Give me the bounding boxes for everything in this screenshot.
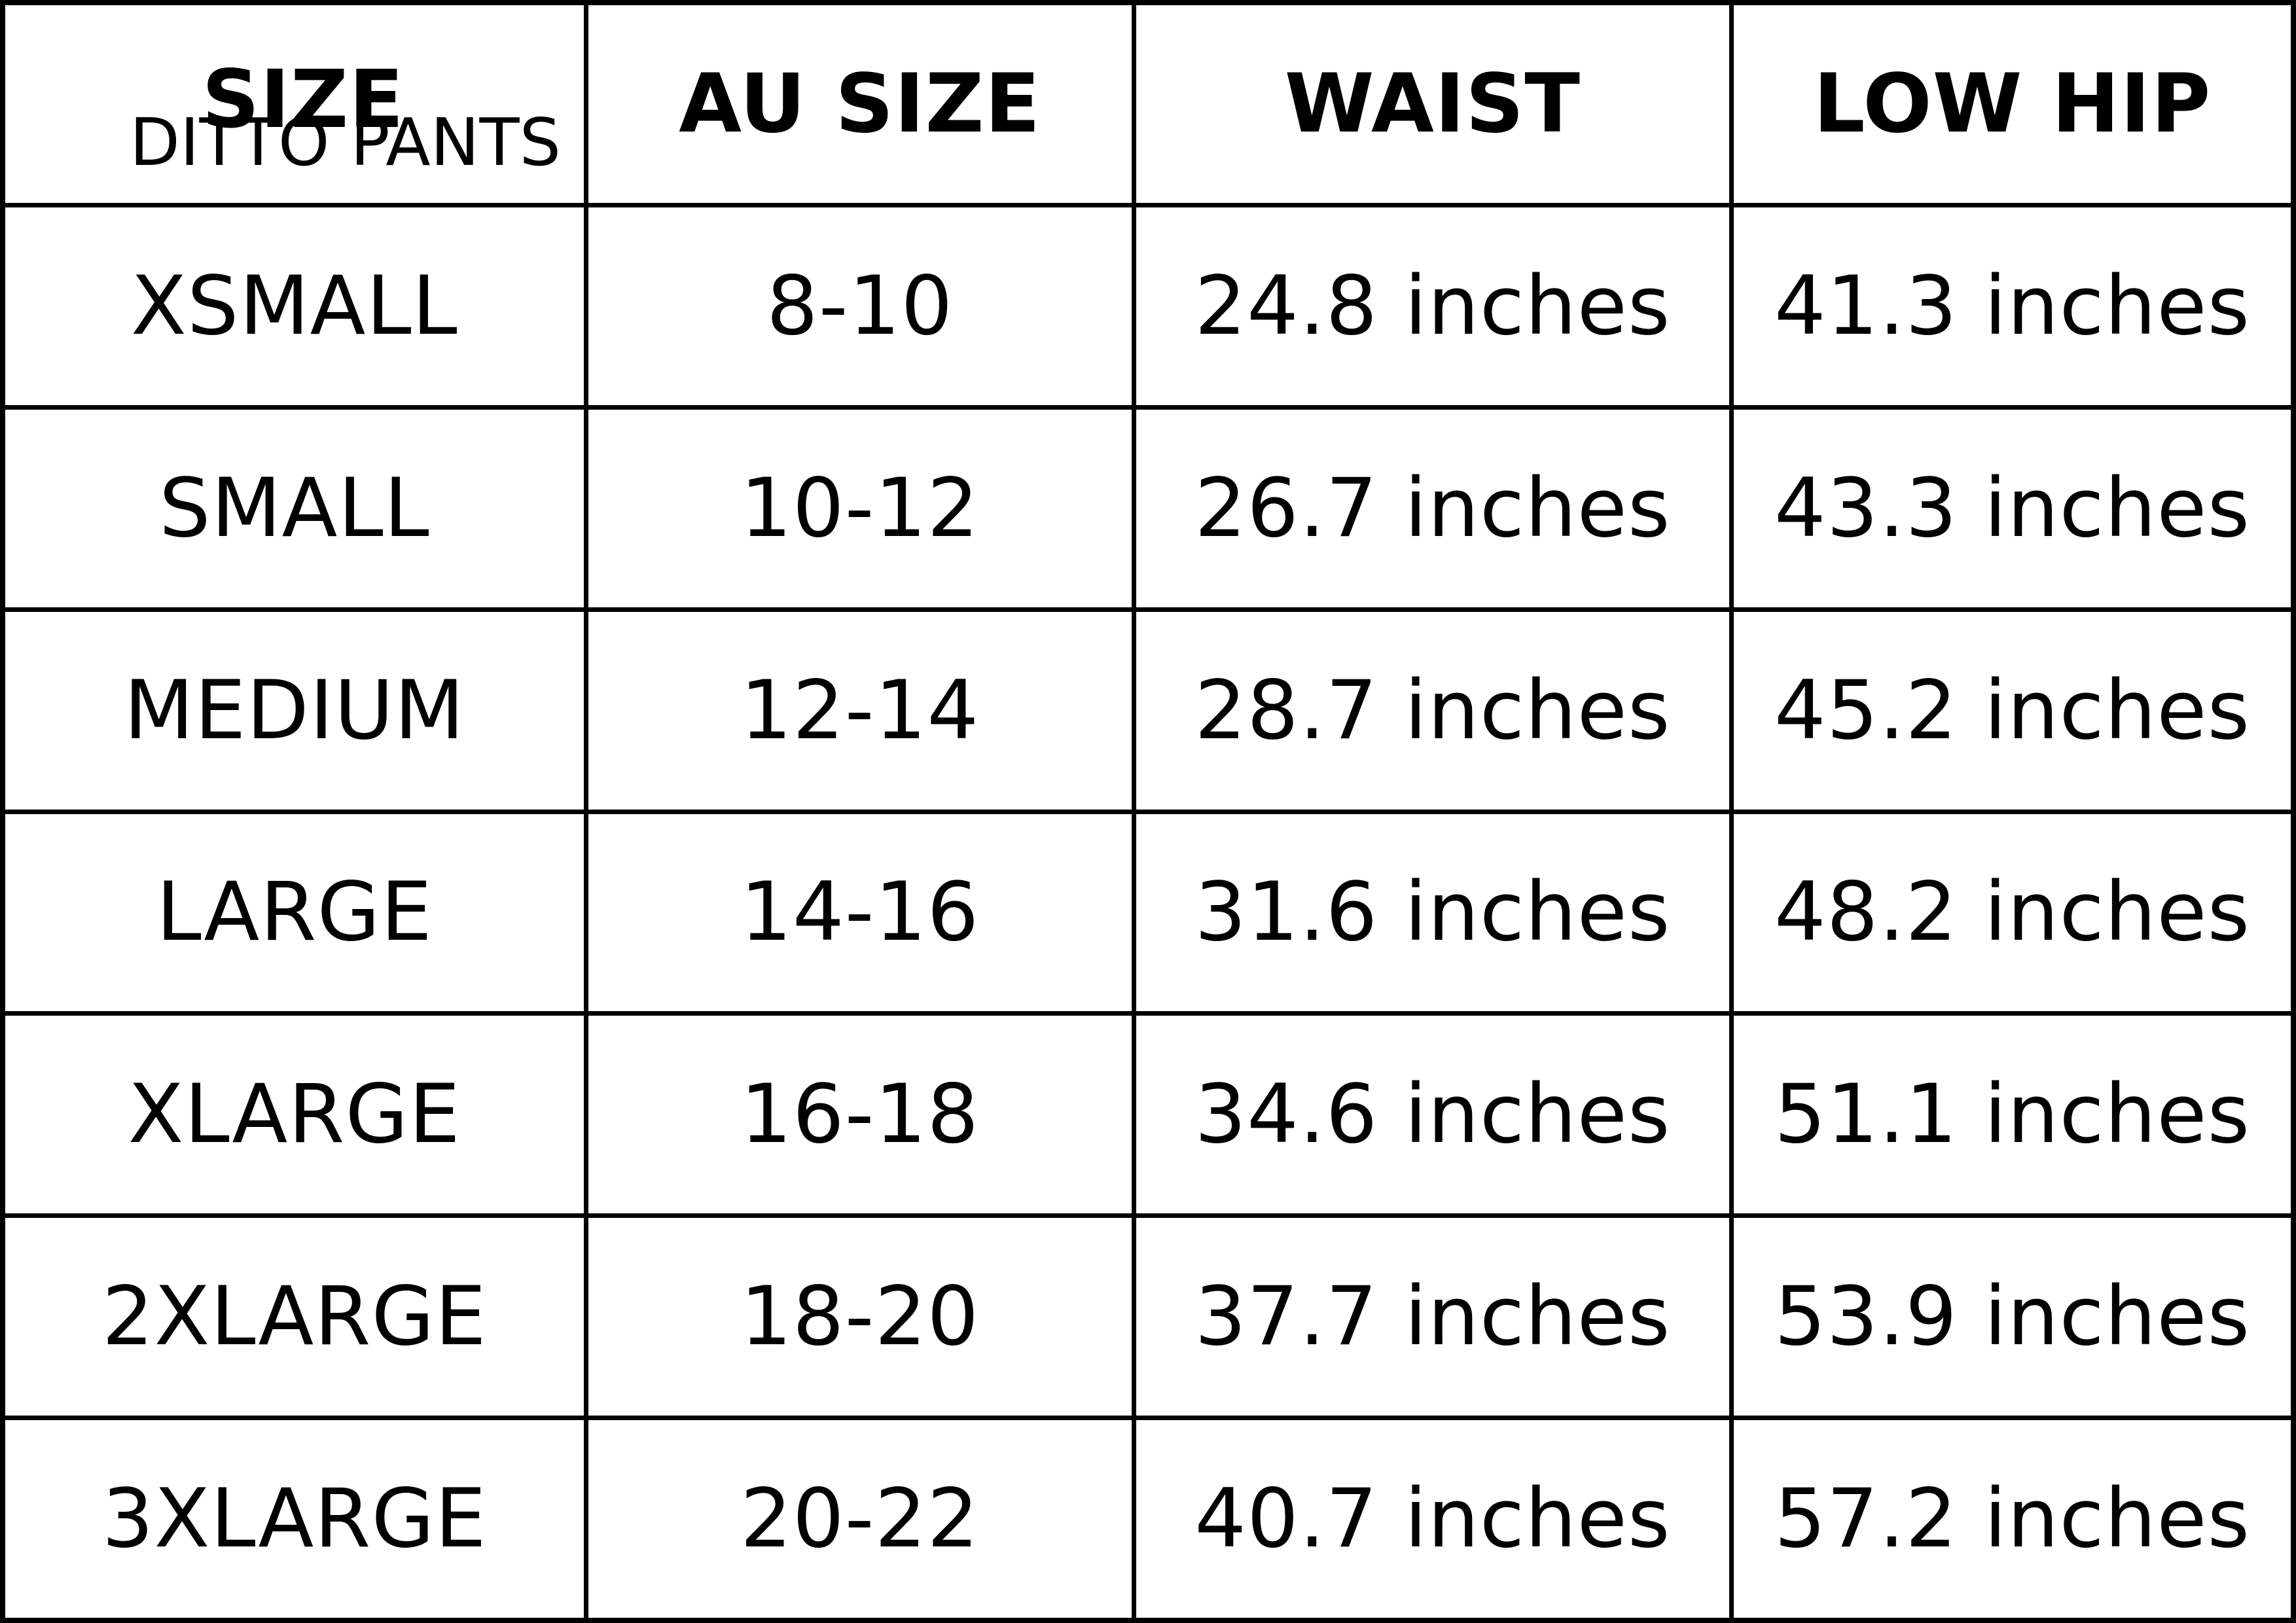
au-size-value: 16-18 [740, 1067, 980, 1162]
size-value: 3XLARGE [101, 1472, 487, 1567]
table-row: LARGE 14-16 31.6 inches 48.2 inches [5, 813, 2291, 1012]
low-hip-value: 48.2 inches [1774, 865, 2251, 960]
au-size-value: 12-14 [740, 663, 980, 758]
cell-size: XLARGE [5, 1016, 584, 1214]
cell-low-hip: 43.3 inches [1734, 409, 2291, 607]
au-size-value: 18-20 [740, 1270, 980, 1364]
table-row: MEDIUM 12-14 28.7 inches 45.2 inches [5, 611, 2291, 810]
header-cell-low-hip: LOW HIP [1734, 5, 2291, 203]
column-header-size: SIZE [202, 53, 404, 147]
low-hip-value: 41.3 inches [1774, 259, 2251, 353]
waist-value: 37.7 inches [1194, 1270, 1671, 1364]
table-row: 3XLARGE 20-22 40.7 inches 57.2 inches [5, 1420, 2291, 1618]
table-row: SMALL 10-12 26.7 inches 43.3 inches [5, 409, 2291, 607]
low-hip-value: 53.9 inches [1774, 1270, 2251, 1364]
waist-value: 28.7 inches [1194, 663, 1671, 758]
cell-waist: 26.7 inches [1136, 409, 1730, 607]
cell-waist: 28.7 inches [1136, 611, 1730, 810]
cell-au-size: 14-16 [588, 813, 1132, 1012]
cell-waist: 24.8 inches [1136, 207, 1730, 405]
cell-au-size: 8-10 [588, 207, 1132, 405]
cell-low-hip: 41.3 inches [1734, 207, 2291, 405]
brand-label: DITTO PANTS [129, 103, 562, 181]
cell-low-hip: 45.2 inches [1734, 611, 2291, 810]
table-row: 2XLARGE 18-20 37.7 inches 53.9 inches [5, 1218, 2291, 1416]
waist-value: 40.7 inches [1194, 1472, 1671, 1567]
header-cell-size: SIZE DITTO PANTS [5, 5, 584, 203]
column-header-low-hip: LOW HIP [1813, 56, 2212, 151]
cell-size: SMALL [5, 409, 584, 607]
size-value: SMALL [158, 461, 430, 556]
cell-size: MEDIUM [5, 611, 584, 810]
cell-waist: 40.7 inches [1136, 1420, 1730, 1618]
header-cell-waist: WAIST [1136, 5, 1730, 203]
cell-au-size: 12-14 [588, 611, 1132, 810]
au-size-value: 8-10 [766, 259, 954, 353]
cell-waist: 37.7 inches [1136, 1218, 1730, 1416]
size-value: MEDIUM [124, 663, 465, 758]
column-header-waist: WAIST [1284, 56, 1581, 151]
au-size-value: 14-16 [740, 865, 980, 960]
cell-size: XSMALL [5, 207, 584, 405]
cell-waist: 34.6 inches [1136, 1016, 1730, 1214]
cell-au-size: 18-20 [588, 1218, 1132, 1416]
size-value: 2XLARGE [101, 1270, 487, 1364]
low-hip-value: 43.3 inches [1774, 461, 2251, 556]
cell-low-hip: 53.9 inches [1734, 1218, 2291, 1416]
waist-value: 24.8 inches [1194, 259, 1671, 353]
cell-au-size: 10-12 [588, 409, 1132, 607]
size-value: LARGE [156, 865, 433, 960]
waist-value: 31.6 inches [1194, 865, 1671, 960]
cell-size: 3XLARGE [5, 1420, 584, 1618]
table-row: XSMALL 8-10 24.8 inches 41.3 inches [5, 207, 2291, 405]
low-hip-value: 45.2 inches [1774, 663, 2251, 758]
waist-value: 34.6 inches [1194, 1067, 1671, 1162]
cell-size: 2XLARGE [5, 1218, 584, 1416]
low-hip-value: 51.1 inches [1774, 1067, 2251, 1162]
waist-value: 26.7 inches [1194, 461, 1671, 556]
cell-low-hip: 48.2 inches [1734, 813, 2291, 1012]
header-cell-au-size: AU SIZE [588, 5, 1132, 203]
cell-au-size: 16-18 [588, 1016, 1132, 1214]
cell-size: LARGE [5, 813, 584, 1012]
table-row: XLARGE 16-18 34.6 inches 51.1 inches [5, 1016, 2291, 1214]
cell-waist: 31.6 inches [1136, 813, 1730, 1012]
cell-au-size: 20-22 [588, 1420, 1132, 1618]
cell-low-hip: 57.2 inches [1734, 1420, 2291, 1618]
au-size-value: 20-22 [740, 1472, 980, 1567]
size-value: XSMALL [130, 259, 458, 353]
au-size-value: 10-12 [740, 461, 980, 556]
column-header-au-size: AU SIZE [679, 56, 1041, 151]
cell-low-hip: 51.1 inches [1734, 1016, 2291, 1214]
low-hip-value: 57.2 inches [1774, 1472, 2251, 1567]
size-value: XLARGE [128, 1067, 461, 1162]
table-header-row: SIZE DITTO PANTS AU SIZE WAIST LOW HIP [5, 5, 2291, 203]
